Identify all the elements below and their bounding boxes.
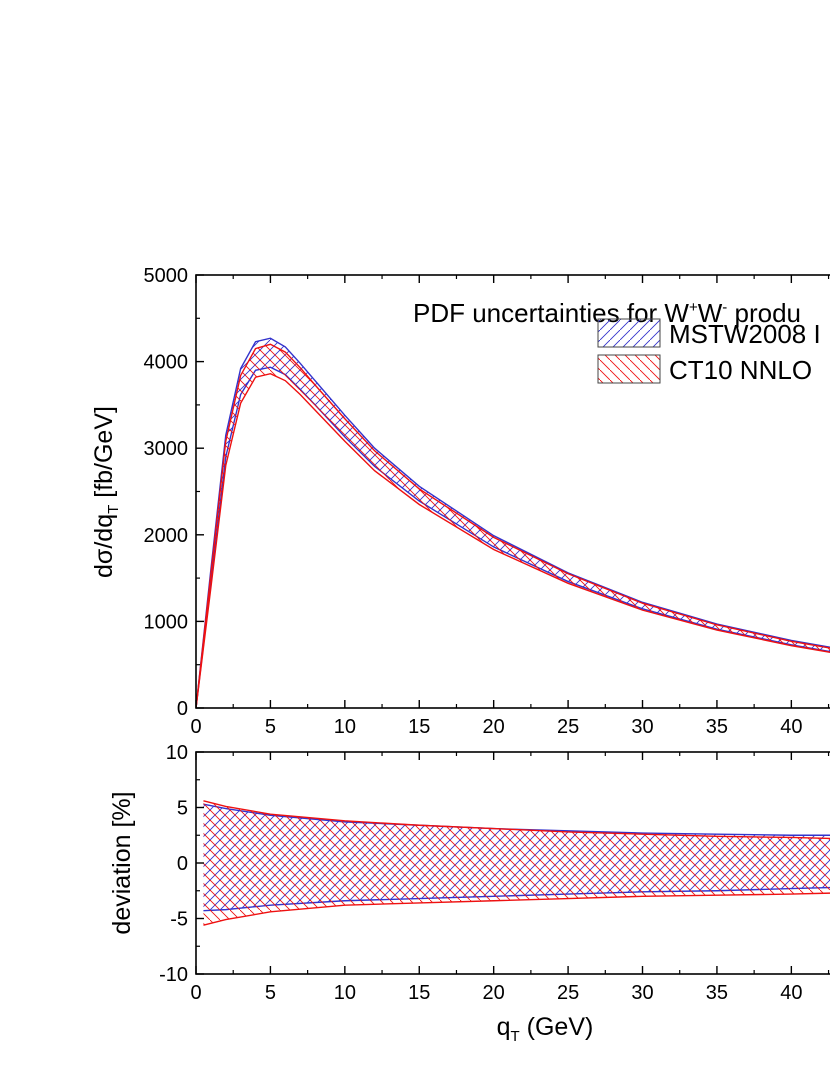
bottom-x-tick-label: 20 bbox=[483, 982, 505, 1004]
top-x-tick-label: 15 bbox=[408, 716, 430, 738]
legend-item-mstw: MSTW2008 I bbox=[597, 318, 821, 349]
bottom-y-tick-label: -5 bbox=[170, 909, 188, 931]
bottom-x-tick-label: 40 bbox=[780, 982, 802, 1004]
top-x-tick-label: 20 bbox=[483, 716, 505, 738]
bottom-x-tick-label: 10 bbox=[334, 982, 356, 1004]
bottom-bands bbox=[203, 800, 830, 926]
bottom-x-tick-label: 15 bbox=[408, 982, 430, 1004]
bottom-y-tick-label: 5 bbox=[177, 798, 188, 820]
top-x-tick-label: 40 bbox=[780, 716, 802, 738]
bottom-x-tick-label: 30 bbox=[631, 982, 653, 1004]
top-y-tick-label: 1000 bbox=[144, 611, 189, 633]
bottom-x-tick-label: 25 bbox=[557, 982, 579, 1004]
legend: MSTW2008 I CT10 NNLO bbox=[597, 318, 821, 385]
top-plot-frame bbox=[195, 274, 830, 709]
bottom-y-tick-label: -10 bbox=[159, 964, 188, 986]
bottom-upper-line-ct10 bbox=[203, 800, 830, 840]
bottom-y-axis-title: deviation [%] bbox=[108, 791, 136, 934]
bottom-ticks: 0 5 10 15 20 25 30 35 40 -10 -5 0 5 10 bbox=[159, 742, 830, 1004]
x-axis-title: qT (GeV) bbox=[497, 1013, 594, 1045]
top-upper-line-mstw bbox=[196, 337, 830, 708]
bottom-plot-frame bbox=[195, 751, 830, 975]
top-ticks: 0 5 10 15 20 25 30 35 40 0 1000 2000 3000 4000 5000 bbox=[144, 265, 830, 738]
top-lower-line-ct10 bbox=[196, 372, 830, 708]
top-x-tick-label: 10 bbox=[334, 716, 356, 738]
bottom-x-tick-label: 5 bbox=[265, 982, 276, 1004]
top-x-tick-label: 0 bbox=[190, 716, 201, 738]
bottom-x-tick-label: 35 bbox=[706, 982, 728, 1004]
top-lower-line-mstw bbox=[196, 366, 830, 708]
top-y-tick-label: 3000 bbox=[144, 438, 189, 460]
legend-label-ct10: CT10 NNLO bbox=[669, 355, 812, 385]
top-y-tick-label: 2000 bbox=[144, 525, 189, 547]
top-x-tick-label: 30 bbox=[631, 716, 653, 738]
legend-label-mstw: MSTW2008 I bbox=[669, 319, 821, 349]
top-x-tick-label: 25 bbox=[557, 716, 579, 738]
top-upper-line-ct10 bbox=[196, 343, 830, 708]
top-x-tick-label: 35 bbox=[706, 716, 728, 738]
bottom-lower-line-ct10 bbox=[203, 892, 830, 926]
top-band-mstw bbox=[196, 338, 830, 708]
top-y-tick-label: 0 bbox=[177, 698, 188, 720]
legend-swatch-mstw bbox=[597, 318, 661, 348]
top-x-tick-label: 5 bbox=[265, 716, 276, 738]
bottom-y-tick-label: 0 bbox=[177, 853, 188, 875]
top-bands bbox=[196, 337, 830, 708]
bottom-y-tick-label: 10 bbox=[166, 742, 188, 764]
top-y-axis-title: dσ/dqT [fb/GeV] bbox=[90, 406, 122, 578]
bottom-band-ct10 bbox=[203, 800, 830, 926]
legend-swatch-ct10 bbox=[597, 354, 661, 384]
top-band-ct10 bbox=[196, 344, 830, 708]
top-y-tick-label: 4000 bbox=[144, 352, 189, 374]
bottom-x-tick-label: 0 bbox=[190, 982, 201, 1004]
legend-item-ct10: CT10 NNLO bbox=[597, 354, 812, 385]
top-y-tick-label: 5000 bbox=[144, 265, 189, 287]
